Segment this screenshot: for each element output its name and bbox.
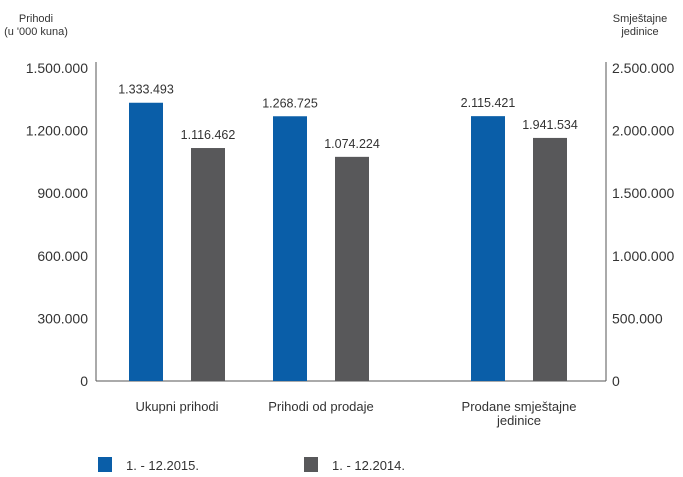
legend-swatch	[304, 457, 318, 472]
bar	[335, 156, 369, 381]
bar	[129, 102, 163, 382]
y-axis-right-title: jedinice	[620, 26, 658, 38]
bar-value-label: 1.268.725	[262, 96, 318, 110]
bar-value-label: 1.116.462	[181, 128, 236, 142]
y-right-tick-label: 2.500.000	[612, 60, 674, 76]
y-right-tick-label: 2.000.000	[612, 123, 674, 139]
legend-label: 1. - 12.2014.	[332, 458, 405, 472]
y-left-tick-label: 300.000	[37, 310, 88, 326]
legend-label: 1. - 12.2015.	[126, 458, 199, 472]
x-category-label: Prodane smještajne	[462, 399, 577, 414]
y-left-tick-label: 600.000	[37, 248, 88, 264]
y-right-tick-label: 1.000.000	[612, 248, 674, 264]
x-category-label: jedinice	[496, 413, 541, 428]
bar	[191, 148, 225, 381]
x-category-label: Prihodi od prodaje	[268, 399, 374, 414]
y-right-tick-label: 1.500.000	[612, 185, 674, 201]
y-right-tick-label: 500.000	[612, 310, 663, 326]
y-right-tick-label: 0	[612, 373, 620, 389]
y-axis-left-title: (u '000 kuna)	[4, 26, 68, 38]
bar-value-label: 1.074.224	[324, 137, 380, 151]
y-axis-left-title: Prihodi	[19, 13, 53, 25]
y-left-tick-label: 0	[80, 373, 88, 389]
bar-value-label: 2.115.421	[461, 96, 516, 110]
y-left-tick-label: 1.500.000	[26, 60, 88, 76]
legend-swatch	[98, 457, 112, 472]
x-category-label: Ukupni prihodi	[135, 399, 218, 414]
bar	[533, 137, 567, 381]
bar	[471, 116, 505, 381]
y-axis-right-title: Smještajne	[613, 13, 667, 25]
y-left-tick-label: 900.000	[37, 185, 88, 201]
y-left-tick-label: 1.200.000	[26, 123, 88, 139]
bar	[273, 116, 307, 381]
bar-value-label: 1.941.534	[522, 118, 578, 132]
bar-value-label: 1.333.493	[118, 83, 174, 97]
